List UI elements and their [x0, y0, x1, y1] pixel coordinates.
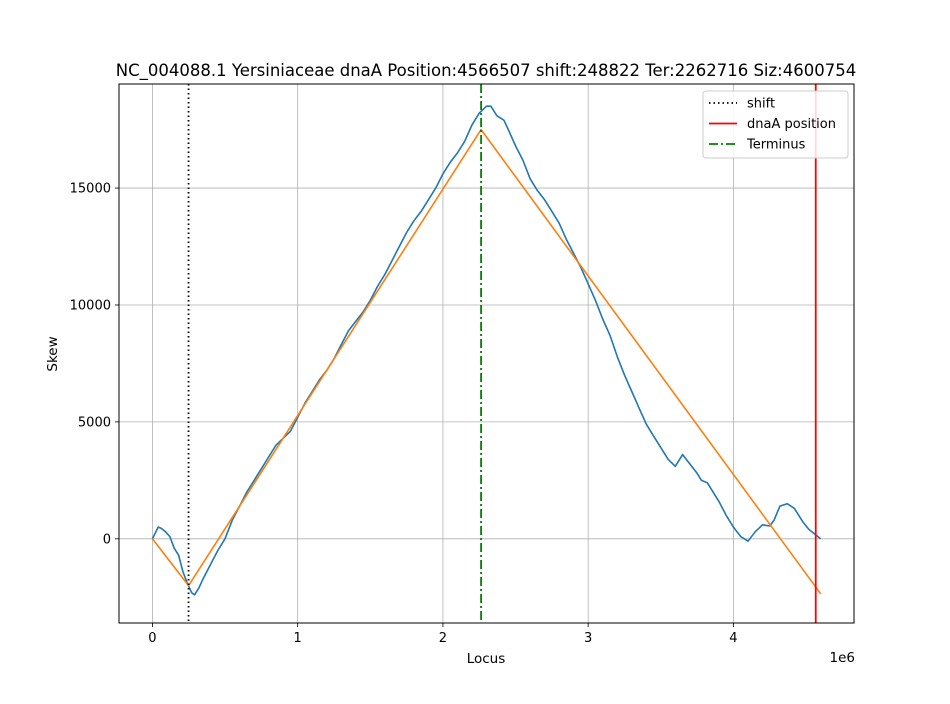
x-tick-label-1: 1	[294, 631, 302, 646]
x-offset-label: 1e6	[830, 650, 855, 666]
x-axis-label: Locus	[467, 651, 506, 667]
vertical-markers	[187, 84, 817, 623]
x-tick-label-0: 0	[148, 631, 156, 646]
y-tick-label-2: 10000	[70, 298, 111, 313]
x-tick-label-4: 4	[729, 631, 737, 646]
x-tick-label-2: 2	[439, 631, 447, 646]
y-tick-label-1: 5000	[78, 415, 111, 430]
y-tick-label-3: 15000	[70, 182, 111, 197]
axis-ticks: 0 1 2 3 4 0 5000 10000 15000	[70, 182, 738, 646]
y-axis-label: Skew	[45, 336, 61, 371]
plot-frame	[118, 83, 855, 624]
legend-box	[702, 90, 849, 159]
chart-title: NC_004088.1 Yersiniaceae dnaA Position:4…	[116, 61, 856, 81]
x-tick-label-3: 3	[584, 631, 592, 646]
y-tick-label-0: 0	[103, 532, 111, 547]
legend-label-1: dnaA position	[747, 117, 836, 132]
legend: shift dnaA position Terminus	[702, 90, 849, 159]
legend-label-2: Terminus	[746, 138, 806, 153]
legend-label-0: shift	[747, 97, 775, 112]
series-line-0	[151, 105, 822, 596]
series-line-1	[151, 128, 822, 595]
grid	[119, 84, 854, 623]
series-layer	[151, 105, 822, 596]
